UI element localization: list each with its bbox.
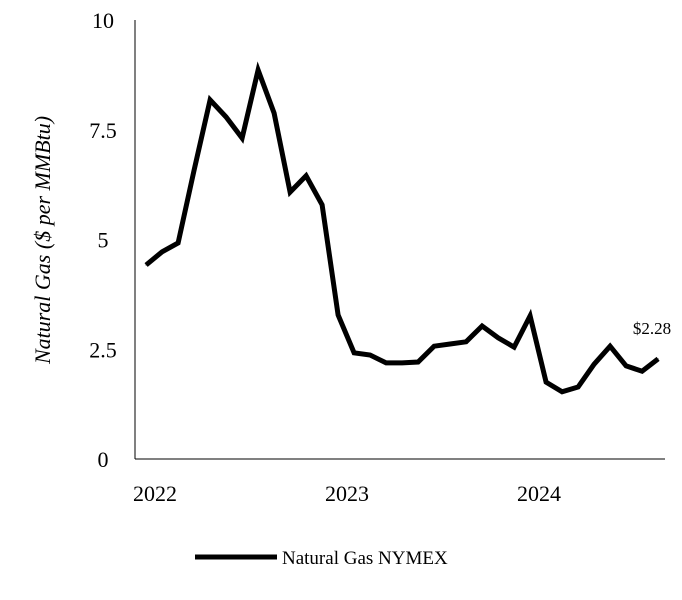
series-line [144,61,660,395]
y-tick-label: 10 [92,8,114,33]
x-tick-label: 2023 [325,481,369,506]
y-tick-label: 2.5 [89,337,117,362]
data-point [321,204,323,206]
data-point [481,325,483,327]
data-point [257,69,259,71]
data-point [561,391,563,393]
data-point [497,337,499,339]
x-tick-label: 2024 [517,481,561,506]
data-point [289,191,291,193]
y-tick-label: 5 [98,228,109,253]
data-point [401,362,403,364]
data-point [417,361,419,363]
data-point [225,116,227,118]
data-point [449,343,451,345]
data-point [161,251,163,253]
data-point [609,345,611,347]
data-point [641,370,643,372]
y-axis-label: Natural Gas ($ per MMBtu) [30,116,55,365]
data-point [353,352,355,354]
data-point [545,381,547,383]
legend: Natural Gas NYMEX [195,548,448,569]
data-point [241,137,243,139]
data-point [337,314,339,316]
data-point [465,341,467,343]
y-tick-label: 0 [98,447,109,472]
data-point [193,169,195,171]
data-point [625,365,627,367]
data-point [305,175,307,177]
last-value-annotation: $2.28 [633,319,671,338]
x-tick-label: 2022 [133,481,177,506]
data-point [145,264,147,266]
data-point [385,362,387,364]
y-tick-label: 7.5 [89,118,117,143]
data-point [593,363,595,365]
data-point [273,112,275,114]
data-point [433,345,435,347]
data-point [369,354,371,356]
data-point [577,386,579,388]
data-point [177,242,179,244]
data-point [529,315,531,317]
legend-label: Natural Gas NYMEX [282,548,448,569]
data-point [657,358,659,360]
data-point [513,346,515,348]
data-point [209,99,211,101]
